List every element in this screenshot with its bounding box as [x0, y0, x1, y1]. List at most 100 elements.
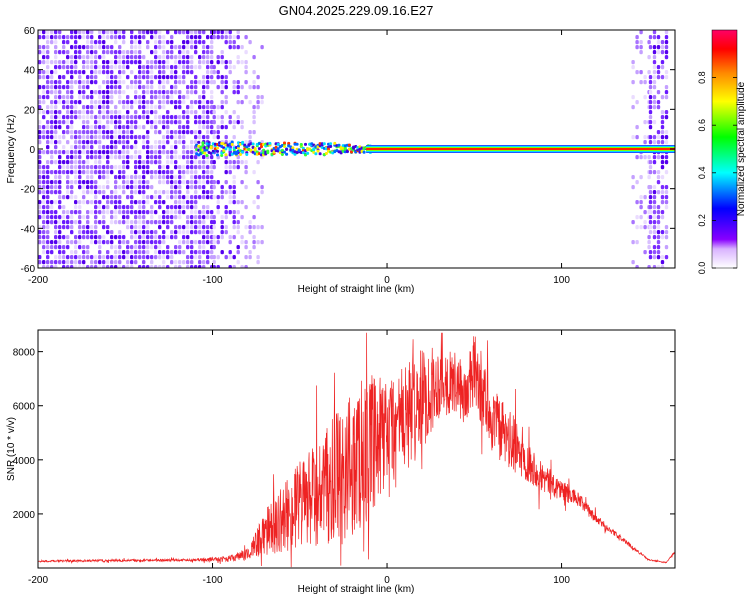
heatmap-cell [66, 110, 70, 115]
heatmap-cell [178, 155, 182, 160]
heatmap-cell [162, 85, 166, 90]
heatmap-cell [86, 265, 90, 268]
heatmap-cell [186, 45, 190, 50]
heatmap-cell [190, 175, 194, 180]
heatmap-cell [66, 220, 70, 225]
heatmap-cell [66, 260, 70, 265]
heatmap-cell [130, 40, 134, 45]
heatmap-cell [194, 265, 198, 268]
heatmap-cell [158, 145, 162, 150]
heatmap-cell [106, 255, 110, 260]
carrier-blob [253, 148, 257, 152]
heatmap-cell [174, 60, 178, 65]
heatmap-cell [38, 205, 42, 210]
heatmap-cell [142, 185, 146, 190]
heatmap-cell [50, 185, 54, 190]
heatmap-cell [190, 105, 194, 110]
heatmap-cell [154, 210, 158, 215]
heatmap-cell [66, 155, 70, 160]
heatmap-cell [38, 95, 42, 100]
heatmap-cell [106, 175, 110, 180]
heatmap-cell [122, 55, 126, 60]
heatmap-cell [166, 30, 170, 35]
heatmap-cell [94, 215, 98, 220]
heatmap-cell [174, 75, 178, 80]
heatmap-cell [190, 160, 194, 165]
heatmap-cell [118, 85, 122, 90]
heatmap-cell [224, 255, 228, 260]
heatmap-cell [244, 95, 248, 100]
carrier-blob [316, 149, 320, 153]
heatmap-cell [190, 220, 194, 225]
carrier-blob [268, 141, 272, 145]
heatmap-cell [114, 250, 118, 255]
heatmap-cell [126, 140, 130, 145]
heatmap-cell [114, 55, 118, 60]
heatmap-cell [86, 245, 90, 250]
heatmap-cell [220, 125, 224, 130]
heatmap-cell [38, 35, 42, 40]
heatmap-cell [146, 210, 150, 215]
heatmap-cell [138, 65, 142, 70]
heatmap-cell [86, 250, 90, 255]
heatmap-cell [158, 140, 162, 145]
heatmap-cell [652, 120, 657, 125]
heatmap-cell [106, 180, 110, 185]
heatmap-cell [82, 200, 86, 205]
heatmap-cell [38, 155, 42, 160]
heatmap-cell [122, 220, 126, 225]
heatmap-cell [194, 225, 198, 230]
heatmap-cell [46, 75, 50, 80]
heatmap-cell [252, 170, 256, 175]
heatmap-cell [122, 190, 126, 195]
heatmap-cell [186, 255, 190, 260]
heatmap-cell [202, 115, 206, 120]
heatmap-cell [150, 195, 154, 200]
heatmap-cell [78, 255, 82, 260]
heatmap-cell [660, 115, 665, 120]
heatmap-cell [166, 210, 170, 215]
heatmap-cell [198, 65, 202, 70]
heatmap-cell [643, 95, 647, 100]
heatmap-cell [198, 175, 202, 180]
heatmap-cell [146, 90, 150, 95]
heatmap-cell [631, 135, 635, 140]
heatmap-cell [90, 65, 94, 70]
heatmap-cell [216, 75, 220, 80]
heatmap-cell [174, 135, 178, 140]
heatmap-cell [142, 85, 146, 90]
heatmap-cell [134, 190, 138, 195]
heatmap-cell [660, 125, 665, 130]
heatmap-cell [190, 165, 194, 170]
heatmap-cell [224, 215, 228, 220]
heatmap-cell [146, 75, 150, 80]
heatmap-cell [210, 130, 214, 135]
heatmap-cell [648, 120, 653, 125]
heatmap-cell [38, 75, 42, 80]
heatmap-y-tick-label: -40 [21, 224, 36, 235]
heatmap-cell [158, 245, 162, 250]
heatmap-cell [652, 50, 657, 55]
heatmap-cell [643, 75, 647, 80]
heatmap-cell [58, 65, 62, 70]
heatmap-cell [158, 195, 162, 200]
heatmap-cell [70, 250, 74, 255]
heatmap-cell [98, 95, 102, 100]
heatmap-cell [212, 135, 216, 140]
heatmap-cell [118, 175, 122, 180]
heatmap-cell [174, 225, 178, 230]
heatmap-cell [190, 210, 194, 215]
heatmap-cell [86, 85, 90, 90]
heatmap-cell [62, 255, 66, 260]
heatmap-cell [114, 195, 118, 200]
heatmap-cell [38, 210, 42, 215]
heatmap-cell [190, 45, 194, 50]
heatmap-cell [122, 170, 126, 175]
heatmap-cell [58, 170, 62, 175]
heatmap-cell [210, 65, 214, 70]
heatmap-cell [54, 255, 58, 260]
heatmap-cell [660, 75, 665, 80]
heatmap-cell [639, 45, 643, 50]
heatmap-cell [78, 205, 82, 210]
heatmap-cell [138, 35, 142, 40]
